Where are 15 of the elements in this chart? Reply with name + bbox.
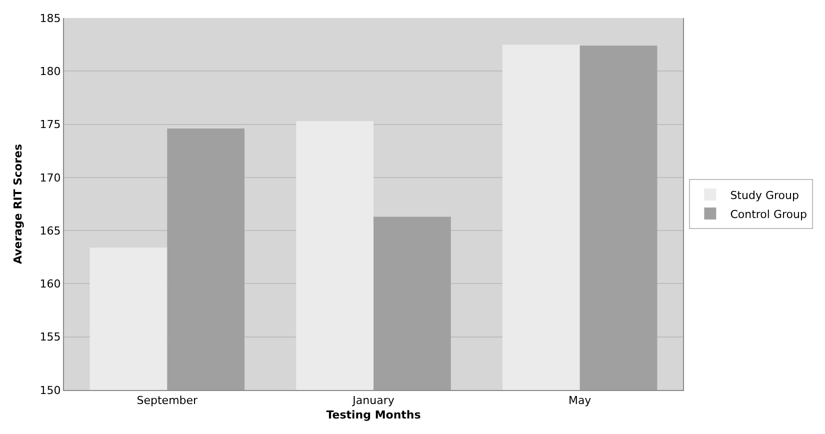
x-tick-label: May [568, 394, 592, 408]
y-axis-title: Average RIT Scores [11, 144, 24, 264]
y-tick-label: 150 [40, 384, 61, 397]
x-tick-label: September [136, 394, 198, 408]
y-tick-label: 170 [40, 171, 61, 184]
y-tick-label: 185 [40, 12, 61, 25]
y-tick-label: 155 [40, 330, 61, 344]
y-tick-label: 160 [40, 278, 61, 291]
x-tick-label: January [352, 394, 395, 408]
y-tick-label: 180 [40, 64, 61, 78]
legend-label: Control Group [730, 208, 807, 221]
y-tick-label: 175 [40, 118, 61, 132]
legend-label: Study Group [730, 188, 799, 202]
y-tick-label: 165 [40, 224, 61, 238]
x-axis-title: Testing Months [326, 408, 422, 422]
